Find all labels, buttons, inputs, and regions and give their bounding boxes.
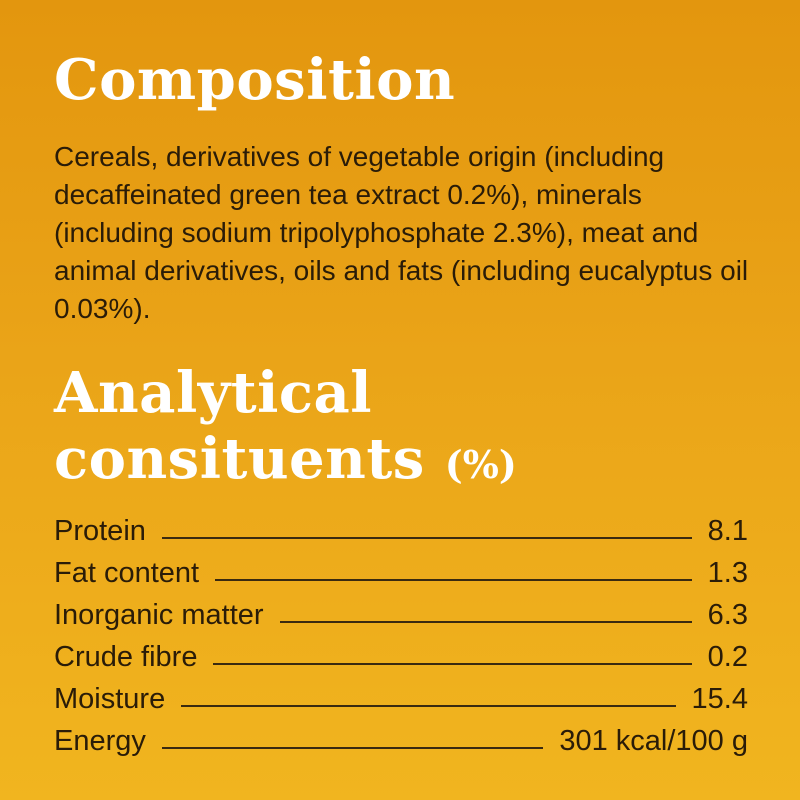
leader-line xyxy=(213,663,692,665)
nutrient-label: Inorganic matter xyxy=(54,599,264,631)
composition-text: Cereals, derivatives of vegetable origin… xyxy=(54,141,749,324)
nutrient-value: 301 kcal/100 g xyxy=(559,725,748,757)
nutrient-value: 0.2 xyxy=(707,641,748,673)
leader-line xyxy=(161,747,544,749)
analytical-heading-line2-wrap: consituents (%) xyxy=(54,426,517,498)
analytical-heading-line1: Analytical xyxy=(54,360,373,426)
leader-line xyxy=(181,705,676,707)
composition-heading: Composition xyxy=(54,47,456,113)
nutrient-row-fat-content: Fat content 1.3 xyxy=(54,548,748,590)
leader-line xyxy=(279,621,692,623)
nutrient-row-moisture: Moisture 15.4 xyxy=(54,674,748,716)
nutrient-value: 6.3 xyxy=(707,599,748,631)
nutrient-value: 1.3 xyxy=(707,557,748,589)
nutrient-value: 15.4 xyxy=(691,683,748,715)
nutrient-value: 8.1 xyxy=(707,515,748,547)
leader-line xyxy=(161,537,692,539)
nutrient-label: Crude fibre xyxy=(54,641,198,673)
nutrient-row-crude-fibre: Crude fibre 0.2 xyxy=(54,632,748,674)
analytical-constituents-heading: Analytical consituents (%) xyxy=(54,360,517,498)
nutrient-row-inorganic-matter: Inorganic matter 6.3 xyxy=(54,590,748,632)
nutrient-label: Moisture xyxy=(54,683,166,715)
nutrient-label: Protein xyxy=(54,515,146,547)
percent-unit: (%) xyxy=(444,442,517,487)
nutrient-row-energy: Energy 301 kcal/100 g xyxy=(54,716,748,758)
analytical-heading-line2: consituents xyxy=(54,426,425,492)
nutrient-list: Protein 8.1 Fat content 1.3 Inorganic ma… xyxy=(54,506,748,758)
nutrient-row-protein: Protein 8.1 xyxy=(54,506,748,548)
nutrient-label: Fat content xyxy=(54,557,200,589)
nutrient-label: Energy xyxy=(54,725,146,757)
leader-line xyxy=(215,579,692,581)
